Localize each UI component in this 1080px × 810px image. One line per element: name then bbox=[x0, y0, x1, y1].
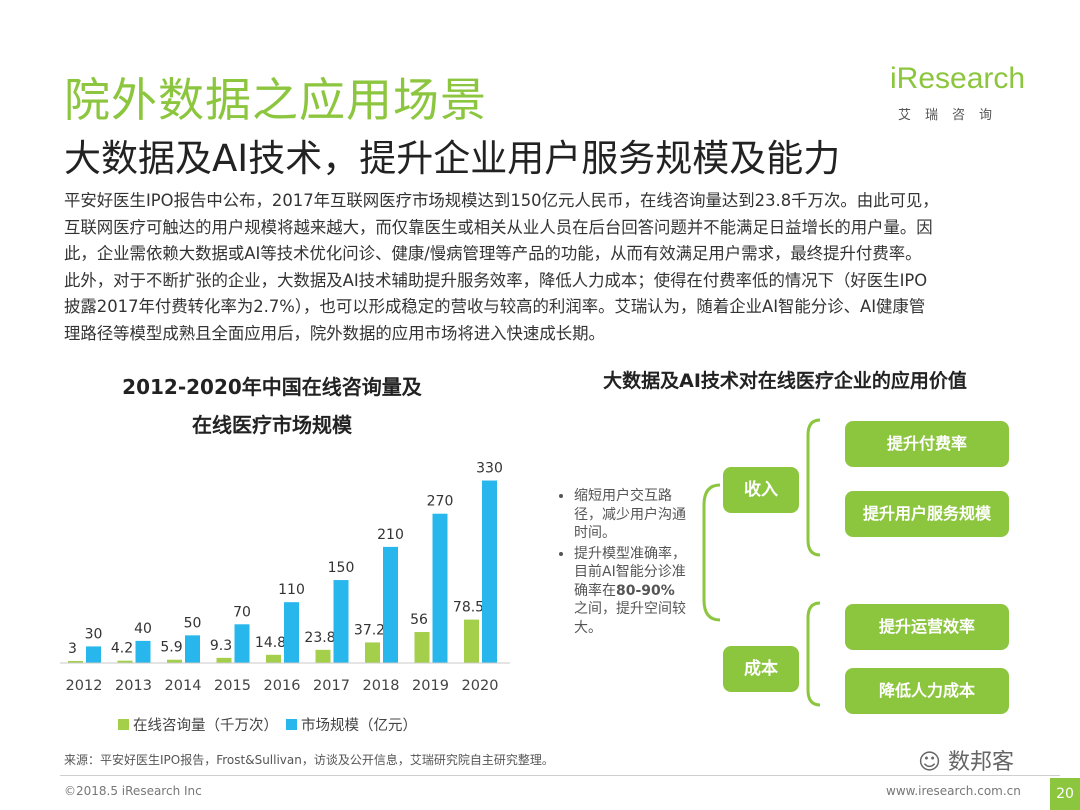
x-tick-label: 2012 bbox=[66, 678, 103, 694]
income-box: 收入 bbox=[723, 467, 799, 513]
legend-swatch bbox=[118, 719, 129, 730]
bar-label-market: 40 bbox=[134, 621, 152, 637]
x-tick-label: 2020 bbox=[462, 678, 499, 694]
bar-label-market: 70 bbox=[233, 604, 251, 620]
cost-box: 成本 bbox=[723, 646, 799, 692]
income-bracket bbox=[806, 418, 821, 557]
chart-title-line1: 2012-2020年中国在线咨询量及 bbox=[122, 375, 422, 399]
cost-bracket bbox=[806, 601, 821, 707]
bar-market bbox=[432, 513, 448, 663]
footer-divider bbox=[60, 775, 1060, 776]
bar-chart: 33020124.24020135.95020149.370201514.811… bbox=[60, 461, 510, 734]
body-line: 理路径等模型成熟且全面应用后，院外数据的应用市场将进入快速成长期。 bbox=[64, 323, 605, 343]
bar-consult bbox=[117, 660, 133, 663]
chart-title: 2012-2020年中国在线咨询量及 在线医疗市场规模 bbox=[62, 368, 482, 444]
bullet-highlight: 80-90% bbox=[616, 582, 675, 599]
bar-label-consult: 5.9 bbox=[160, 640, 182, 656]
bar-consult bbox=[464, 619, 479, 663]
raise-service-scale-box: 提升用户服务规模 bbox=[845, 491, 1009, 537]
bullet-text: 之间，提升空间较大。 bbox=[574, 601, 686, 636]
bar-label-market: 330 bbox=[476, 461, 503, 477]
body-line: 互联网医疗可触达的用户规模将越来越大，而仅靠医生或相关从业人员在后台回答问题并不… bbox=[64, 217, 933, 237]
outer-bracket bbox=[702, 483, 721, 622]
bar-label-market: 30 bbox=[85, 626, 103, 642]
bar-consult bbox=[266, 654, 281, 663]
bar-label-consult: 37.2 bbox=[354, 622, 385, 638]
chart-title-line2: 在线医疗市场规模 bbox=[192, 413, 352, 437]
body-line: 此外，对于不断扩张的企业，大数据及AI技术辅助提升服务效率，降低人力成本；使得在… bbox=[64, 270, 928, 290]
raise-ops-efficiency-box: 提升运营效率 bbox=[845, 604, 1009, 650]
bullet-text: 提升模型准确率，目前AI智能分诊准确率在 bbox=[574, 545, 686, 599]
bullet-item: 缩短用户交互路径，减少用户沟通时间。 bbox=[574, 487, 686, 543]
bar-label-market: 150 bbox=[328, 560, 355, 576]
bracket-lines bbox=[702, 418, 821, 707]
bar-market bbox=[482, 480, 497, 663]
legend-label: 在线咨询量（千万次） bbox=[133, 717, 278, 734]
bar-market bbox=[86, 646, 101, 663]
bar-consult bbox=[216, 657, 232, 663]
bar-label-consult: 23.8 bbox=[304, 630, 335, 646]
wechat-icon: ☺ bbox=[918, 750, 941, 775]
legend-label: 市场规模（亿元） bbox=[301, 717, 417, 734]
page-number: 20 bbox=[1050, 778, 1080, 810]
bar-label-consult: 78.5 bbox=[453, 600, 484, 616]
page-subtitle: 大数据及AI技术，提升企业用户服务规模及能力 bbox=[64, 137, 841, 180]
diagram-title: 大数据及AI技术对在线医疗企业的应用价值 bbox=[603, 370, 967, 392]
cut-labor-cost-box: 降低人力成本 bbox=[845, 668, 1009, 714]
page-title: 院外数据之应用场景 bbox=[64, 73, 487, 127]
bar-market bbox=[234, 624, 250, 663]
x-tick-label: 2016 bbox=[264, 678, 301, 694]
bar-label-consult: 3 bbox=[68, 641, 77, 657]
x-tick-label: 2014 bbox=[165, 678, 202, 694]
bar-label-consult: 4.2 bbox=[111, 641, 133, 657]
iresearch-logo: iResearch 艾瑞咨询 bbox=[890, 62, 1030, 126]
x-tick-label: 2013 bbox=[115, 678, 152, 694]
source-note: 来源：平安好医生IPO报告，Frost&Sullivan，访谈及公开信息，艾瑞研… bbox=[64, 753, 554, 767]
legend-swatch bbox=[286, 719, 297, 730]
bar-label-market: 210 bbox=[377, 527, 404, 543]
body-paragraph: 平安好医生IPO报告中公布，2017年互联网医疗市场规模达到150亿元人民币，在… bbox=[64, 188, 1024, 347]
logo-cn: 艾瑞咨询 bbox=[898, 108, 1007, 123]
bullet-item: 提升模型准确率，目前AI智能分诊准确率在80-90% 之间，提升空间较大。 bbox=[574, 545, 686, 638]
body-line: 披露2017年付费转化率为2.7%），也可以形成稳定的营收与较高的利润率。艾瑞认… bbox=[64, 297, 926, 316]
bullet-list: 缩短用户交互路径，减少用户沟通时间。 提升模型准确率，目前AI智能分诊准确率在8… bbox=[556, 487, 686, 639]
bar-label-market: 270 bbox=[427, 494, 454, 510]
x-tick-label: 2015 bbox=[214, 678, 251, 694]
bar-label-market: 50 bbox=[184, 615, 202, 631]
bar-label-consult: 14.8 bbox=[255, 635, 286, 651]
bar-consult bbox=[68, 661, 83, 663]
raise-pay-rate-box: 提升付费率 bbox=[845, 421, 1009, 467]
bar-market bbox=[135, 640, 151, 663]
bar-label-consult: 56 bbox=[410, 612, 428, 628]
body-line: 此，企业需依赖大数据或AI等技术优化问诊、健康/慢病管理等产品的功能，从而有效满… bbox=[64, 244, 922, 263]
watermark-text: 数邦客 bbox=[947, 750, 1014, 775]
x-tick-label: 2019 bbox=[412, 678, 449, 694]
bar-consult bbox=[315, 649, 331, 663]
bar-consult bbox=[365, 642, 380, 663]
body-line: 平安好医生IPO报告中公布，2017年互联网医疗市场规模达到150亿元人民币，在… bbox=[64, 191, 939, 210]
bar-consult bbox=[167, 659, 182, 663]
x-tick-label: 2018 bbox=[363, 678, 400, 694]
bar-consult bbox=[414, 632, 430, 663]
watermark: ☺ 数邦客 bbox=[918, 744, 1014, 776]
bar-market bbox=[185, 635, 200, 663]
bar-market bbox=[383, 546, 398, 663]
copyright: ©2018.5 iResearch Inc bbox=[64, 784, 202, 798]
logo-brand: iResearch bbox=[890, 62, 1026, 95]
bar-market bbox=[284, 602, 299, 663]
bar-label-consult: 9.3 bbox=[210, 638, 232, 654]
bar-market bbox=[333, 580, 349, 663]
x-tick-label: 2017 bbox=[313, 678, 350, 694]
bar-label-market: 110 bbox=[278, 582, 305, 598]
website-url: www.iresearch.com.cn bbox=[886, 784, 1021, 798]
